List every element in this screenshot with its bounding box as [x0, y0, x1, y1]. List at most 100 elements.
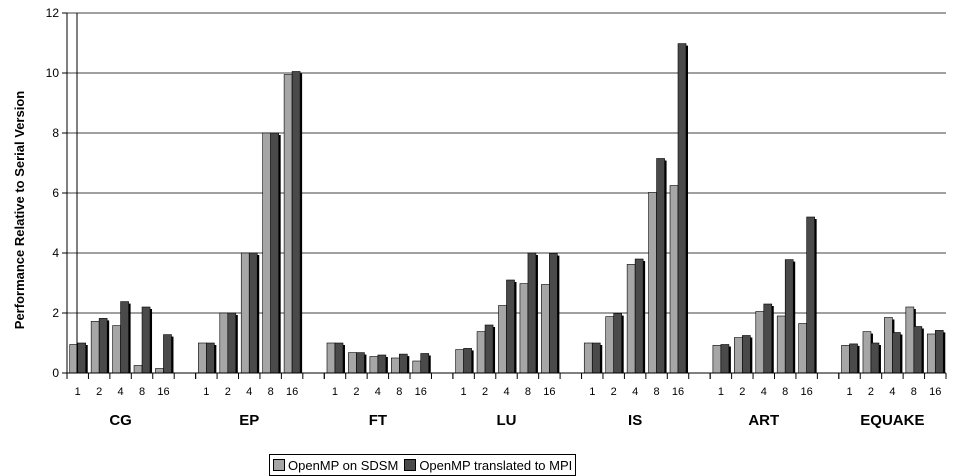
group-label-art: ART	[748, 412, 779, 429]
bar-sdsm-ep-8	[262, 132, 271, 374]
x-tick-label: 2	[353, 386, 359, 398]
x-tick-label: 4	[761, 386, 767, 398]
bar-shadow	[943, 332, 946, 373]
bar-mpi-ft-16	[420, 353, 430, 374]
bar-mpi-ep-1	[206, 342, 215, 374]
x-tick-label: 2	[482, 386, 488, 398]
bar-mpi-lu-8	[527, 252, 537, 374]
bar-sdsm-ep-16	[283, 74, 293, 374]
bar-mpi-cg-16	[163, 334, 172, 374]
bar-mpi-ft-1	[334, 342, 344, 374]
bar-shadow	[857, 345, 860, 373]
bar-shadow	[214, 345, 217, 373]
bar-shadow	[493, 327, 496, 373]
bar-mpi-is-4	[634, 258, 644, 374]
bar-sdsm-equake-8	[905, 306, 915, 374]
bar-sdsm-art-1	[712, 345, 722, 374]
bar-shadow	[793, 261, 796, 373]
bar-mpi-is-1	[591, 342, 601, 374]
x-tick-label: 16	[801, 386, 813, 398]
bar-shadow	[300, 73, 303, 373]
bar-mpi-art-16	[806, 216, 815, 374]
y-tick-label: 12	[46, 6, 60, 20]
y-tick-labels: 0 2 4 6 8 10 12	[46, 6, 67, 380]
x-tick-label: 16	[286, 386, 298, 398]
y-tick-label: 6	[52, 186, 59, 200]
x-tick-label: 16	[543, 386, 555, 398]
bar-shadow	[342, 345, 345, 373]
y-tick-label: 2	[52, 306, 59, 320]
legend-swatch-sdsm	[273, 459, 285, 471]
bar-shadow	[85, 345, 88, 373]
x-tick-label: 8	[654, 386, 660, 398]
bar-shadow	[257, 255, 260, 373]
bar-sdsm-art-16	[798, 323, 807, 374]
bar-mpi-cg-1	[77, 342, 87, 374]
bar-sdsm-cg-2	[90, 321, 100, 374]
bar-mpi-equake-8	[913, 326, 923, 374]
y-tick-label: 8	[52, 126, 59, 140]
legend-swatch-mpi	[404, 459, 417, 471]
y-tick-label: 4	[52, 246, 59, 260]
bar-mpi-ft-2	[356, 352, 365, 374]
bar-mpi-art-4	[763, 303, 773, 374]
x-tick-label: 4	[503, 386, 509, 398]
legend-label-sdsm: OpenMP on SDSM	[288, 457, 399, 473]
bar-shadow	[686, 45, 689, 373]
bar-shadow	[235, 315, 238, 373]
bar-mpi-art-8	[784, 259, 794, 374]
bar-shadow	[728, 346, 731, 373]
bar-mpi-is-8	[656, 158, 665, 374]
bar-sdsm-is-16	[669, 185, 679, 374]
bar-sdsm-art-8	[776, 315, 786, 374]
bar-mpi-lu-4	[506, 279, 515, 374]
bar-sdsm-is-1	[583, 342, 593, 374]
bar-shadow	[471, 350, 474, 373]
group-label-lu: LU	[497, 412, 517, 429]
bar-sdsm-lu-4	[498, 305, 507, 374]
bar-shadow	[664, 160, 667, 373]
bar-sdsm-lu-16	[541, 284, 550, 374]
bar-shadow	[557, 255, 560, 373]
bar-shadow	[514, 282, 517, 373]
x-tick-label: 4	[375, 386, 381, 398]
bar-shadow	[921, 328, 924, 373]
y-tick-label: 0	[52, 366, 59, 380]
bar-shadow	[878, 345, 881, 373]
bar-mpi-ft-8	[399, 353, 408, 374]
bar-shadow	[814, 219, 817, 373]
group-label-equake: EQUAKE	[860, 412, 924, 429]
bar-sdsm-is-2	[605, 316, 614, 374]
bar-sdsm-ft-16	[412, 360, 422, 374]
x-tick-label: 1	[846, 386, 852, 398]
x-tick-label: 16	[929, 386, 941, 398]
bar-sdsm-ft-8	[391, 357, 400, 374]
bar-mpi-equake-1	[849, 343, 858, 374]
x-tick-label: 4	[118, 386, 124, 398]
bars	[69, 43, 946, 374]
bar-mpi-equake-16	[934, 330, 944, 374]
x-tick-label: 8	[396, 386, 402, 398]
bar-shadow	[278, 135, 281, 373]
bar-mpi-equake-4	[892, 332, 901, 374]
bar-shadow	[750, 337, 753, 373]
bar-mpi-ft-4	[377, 354, 387, 374]
bar-shadow	[643, 261, 646, 373]
bar-mpi-art-2	[742, 335, 751, 374]
x-tick-label: 16	[157, 386, 169, 398]
bar-mpi-is-2	[613, 313, 622, 374]
bar-shadow	[407, 356, 410, 373]
bar-shadow	[600, 345, 603, 373]
x-tick-label: 4	[889, 386, 895, 398]
bar-shadow	[107, 320, 110, 373]
x-tick-label: 8	[268, 386, 274, 398]
bar-mpi-cg-2	[98, 318, 108, 374]
bar-mpi-lu-16	[549, 253, 558, 374]
bar-sdsm-ft-1	[326, 342, 336, 374]
x-tick-label: 16	[672, 386, 684, 398]
bar-shadow	[385, 357, 388, 373]
bar-sdsm-is-8	[648, 192, 657, 374]
legend-label-mpi: OpenMP translated to MPI	[419, 457, 573, 473]
group-label-ft: FT	[369, 412, 387, 429]
